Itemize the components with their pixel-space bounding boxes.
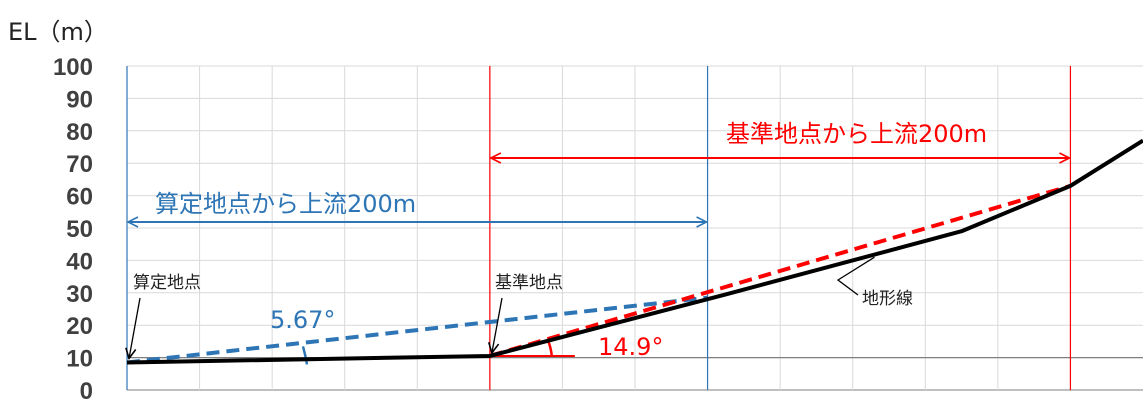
base-point-pointer xyxy=(492,297,503,353)
calc-slope-line xyxy=(126,295,708,365)
y-tick-label: 40 xyxy=(66,248,93,275)
reference-vertical-lines xyxy=(126,66,1072,390)
gridlines xyxy=(127,65,1143,391)
base-slope-line xyxy=(489,183,1071,358)
base-range-label: 基準地点から上流200m xyxy=(726,120,987,148)
base-slope-label: 14.9° xyxy=(598,333,663,361)
y-tick-label: 30 xyxy=(66,281,93,308)
terrain-leader-line xyxy=(836,256,875,296)
y-tick-label: 70 xyxy=(66,151,93,178)
calc-point-pointer xyxy=(129,297,141,358)
range-arrows xyxy=(128,158,1069,358)
y-tick-label: 100 xyxy=(53,54,93,81)
y-tick-label: 20 xyxy=(66,313,93,340)
calc-point-label: 算定地点 xyxy=(133,273,201,293)
calc-slope-label: 5.67° xyxy=(270,306,335,334)
y-tick-label: 80 xyxy=(66,119,93,146)
y-tick-label: 10 xyxy=(66,346,93,373)
terrain-series xyxy=(126,138,1143,365)
terrain-label: 地形線 xyxy=(862,289,913,309)
y-tick-label: 50 xyxy=(66,216,93,243)
terrain-line xyxy=(126,138,1143,365)
y-tick-labels: 0 10 20 30 40 50 60 70 80 90 100 xyxy=(53,54,93,401)
y-tick-label: 90 xyxy=(66,86,93,113)
y-tick-label: 0 xyxy=(80,378,93,401)
calc-angle-arc xyxy=(301,346,309,365)
y-tick-label: 60 xyxy=(66,184,93,211)
calc-range-label: 算定地点から上流200m xyxy=(155,190,416,218)
annotation-labels: 算定地点 基準地点 算定地点から上流200m 基準地点から上流200m 5.67° 14.… xyxy=(133,120,987,361)
base-point-label: 基準地点 xyxy=(495,273,563,293)
y-axis-label: EL（m） xyxy=(8,18,108,46)
